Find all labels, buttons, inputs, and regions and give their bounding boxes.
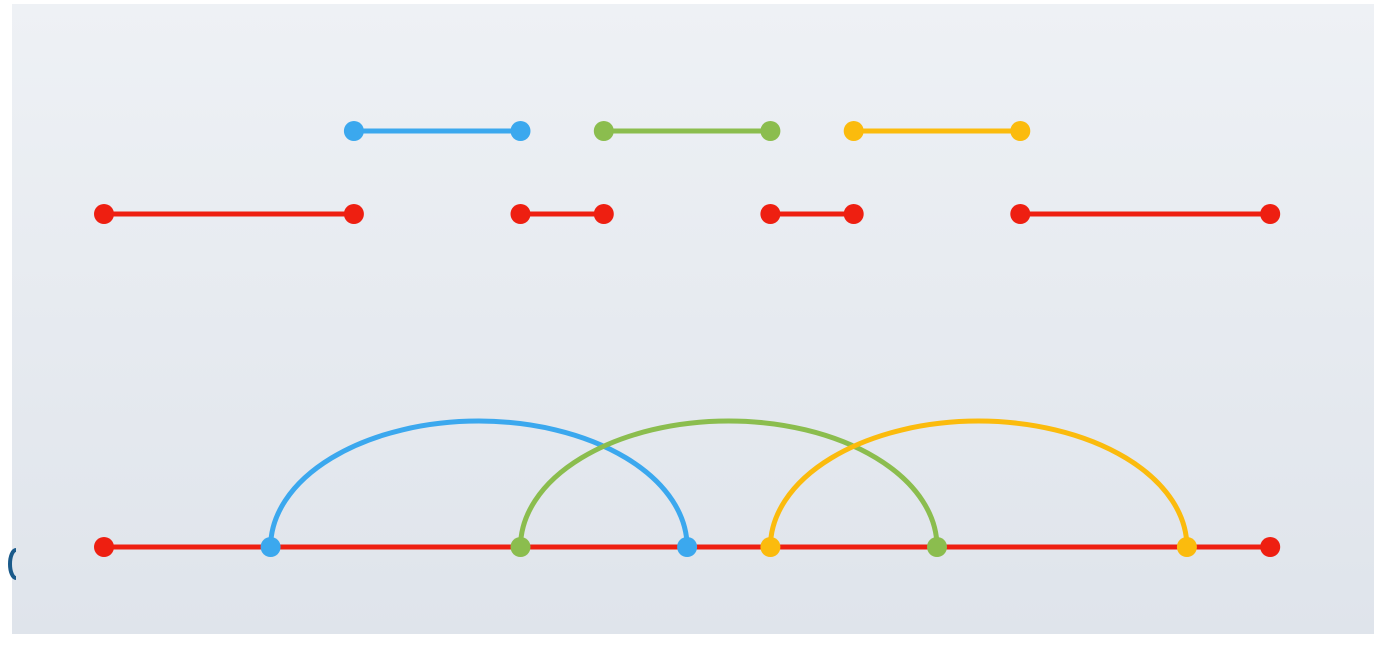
middle-row-segment-start-point: [94, 204, 114, 224]
middle-row-segments: [94, 204, 1281, 224]
bottom-arc-green: [518, 418, 940, 550]
bottom-endpoint-red: [94, 537, 114, 557]
top-row-segments: [343, 121, 1031, 141]
top-row-segment-end-point: [510, 121, 531, 141]
middle-row-segment-start-point: [510, 204, 531, 224]
top-row-segment-end-point: [1010, 121, 1031, 141]
bottom-arc-orange-end-point: [1176, 537, 1197, 557]
bottom-endpoint-red: [1260, 537, 1281, 557]
bottom-arc-green-start-point: [510, 537, 531, 557]
diagram-background: [12, 4, 1374, 634]
middle-row-segment-start-point: [1010, 204, 1031, 224]
left-edge-mark: [8, 548, 17, 580]
bottom-arc-green-end-point: [927, 537, 947, 557]
bottom-arc-blue-start-point: [260, 537, 281, 557]
bottom-timeline: [94, 418, 1281, 557]
middle-row-segment-end-point: [343, 204, 364, 224]
bottom-arc-blue: [268, 418, 690, 550]
middle-row-segment-start-point: [760, 204, 781, 224]
bottom-arc-orange-start-point: [760, 537, 781, 557]
middle-row-segment-end-point: [593, 204, 614, 224]
top-row-segment-start-point: [593, 121, 614, 141]
top-row-segment-start-point: [843, 121, 864, 141]
top-row-segment-end-point: [760, 121, 781, 141]
bottom-arc-blue-end-point: [677, 537, 698, 557]
top-row-segment-start-point: [343, 121, 364, 141]
bottom-arc-orange: [767, 418, 1190, 550]
middle-row-segment-end-point: [1260, 204, 1281, 224]
middle-row-segment-end-point: [843, 204, 864, 224]
